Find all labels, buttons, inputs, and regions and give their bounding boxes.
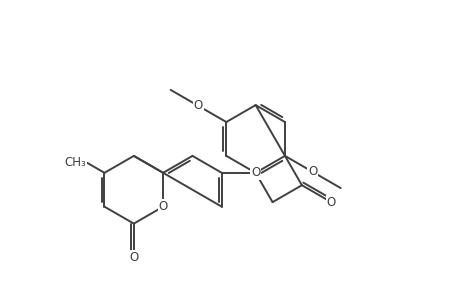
Text: O: O xyxy=(129,251,138,264)
Text: O: O xyxy=(308,166,317,178)
Text: O: O xyxy=(193,99,203,112)
Text: O: O xyxy=(158,200,168,213)
Text: O: O xyxy=(251,166,260,179)
Text: O: O xyxy=(326,196,335,208)
Text: CH₃: CH₃ xyxy=(64,156,86,169)
